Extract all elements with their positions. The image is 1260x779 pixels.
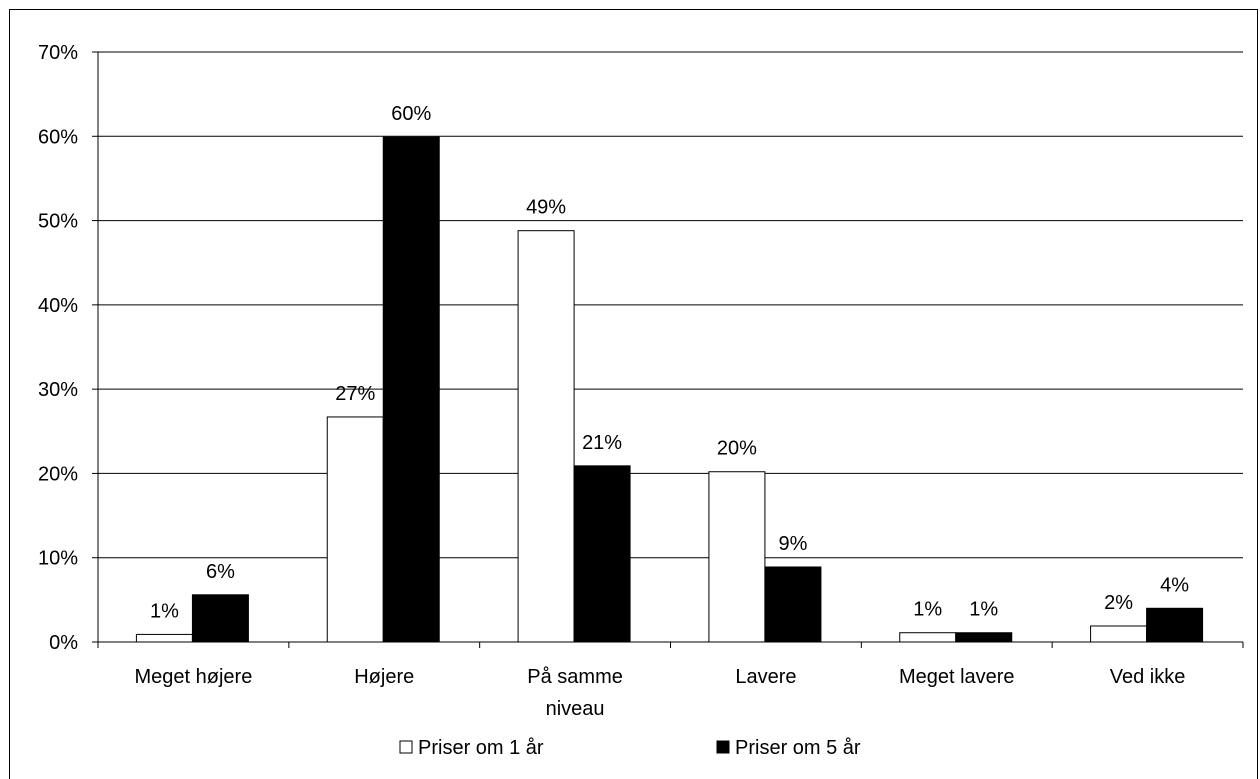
bar-priser-5-aar (764, 566, 822, 643)
x-category-label: niveau (546, 698, 605, 720)
y-tick-label: 20% (38, 463, 78, 485)
data-label: 1% (150, 600, 179, 622)
data-label: 27% (335, 383, 375, 405)
bar-priser-1-aar (708, 471, 766, 643)
y-tick-label: 0% (49, 632, 78, 654)
bar-priser-1-aar (1090, 625, 1148, 643)
legend-label: Priser om 5 år (735, 737, 861, 759)
data-label: 1% (969, 599, 998, 621)
data-label: 4% (1160, 574, 1189, 596)
x-category-label: Ved ikke (1110, 666, 1186, 688)
data-label: 49% (526, 197, 566, 219)
data-label: 21% (582, 432, 622, 454)
gridlines (98, 51, 1243, 559)
legend-swatch-priser-1-aar (399, 740, 413, 754)
data-label: 6% (206, 561, 235, 583)
data-label: 9% (778, 533, 807, 555)
x-category-label: Meget lavere (899, 666, 1015, 688)
bar-priser-1-aar (326, 416, 384, 643)
y-tick-label: 40% (38, 295, 78, 317)
chart-frame (9, 9, 1258, 779)
bar-priser-5-aar (955, 632, 1013, 643)
legend-swatch-priser-5-aar (716, 740, 730, 754)
data-label: 1% (913, 599, 942, 621)
bar-priser-5-aar (191, 594, 249, 643)
x-category-label: Lavere (735, 666, 796, 688)
bar-priser-5-aar (1146, 607, 1204, 643)
y-tick-label: 30% (38, 379, 78, 401)
y-tick-label: 70% (38, 42, 78, 64)
bar-priser-1-aar (517, 230, 575, 643)
bars (135, 136, 1204, 643)
x-category-label: På samme (527, 666, 623, 688)
y-tick-label: 50% (38, 211, 78, 233)
data-labels: 1% 6% 27% 60% 49% 21% 20% 9% 1% 1% 2% 4% (150, 103, 1189, 622)
data-label: 20% (717, 438, 757, 460)
data-label: 60% (391, 103, 431, 125)
x-axis: Meget højere Højere På samme niveau Lavere Me… (97, 641, 1244, 720)
data-label: 2% (1104, 592, 1133, 614)
bar-priser-1-aar (135, 633, 193, 643)
bar-priser-1-aar (899, 632, 957, 643)
x-category-label: Højere (354, 666, 414, 688)
y-tick-label: 60% (38, 126, 78, 148)
y-axis: 0% 10% 20% 30% 40% 50% 60% 70% (38, 42, 99, 654)
bar-priser-5-aar (382, 136, 440, 643)
legend-label: Priser om 1 år (418, 737, 544, 759)
bar-priser-5-aar (573, 465, 631, 643)
legend: Priser om 1 år Priser om 5 år (399, 737, 861, 759)
x-category-label: Meget højere (134, 666, 252, 688)
y-tick-label: 10% (38, 548, 78, 570)
